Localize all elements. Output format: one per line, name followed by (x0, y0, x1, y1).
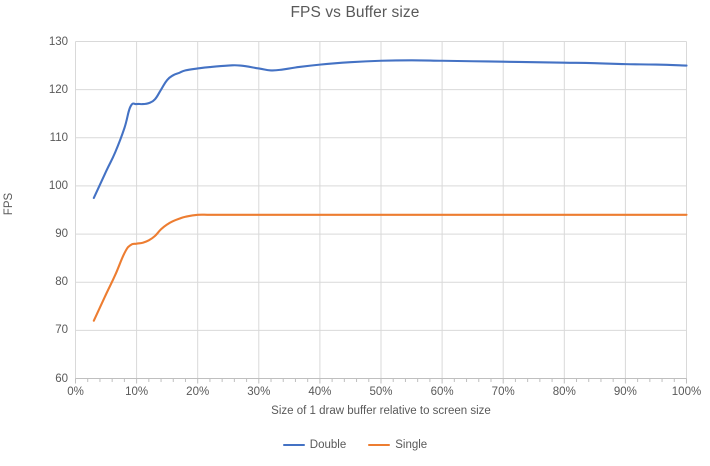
chart-legend: Double Single (0, 438, 710, 452)
series-line-single (92, 213, 688, 322)
chart-title: FPS vs Buffer size (290, 4, 420, 21)
x-tick-label: 80% (552, 385, 576, 398)
legend-line-swatch-icon (368, 443, 391, 447)
x-axis-title: Size of 1 draw buffer relative to screen… (271, 405, 491, 417)
y-tick-label: 80 (55, 276, 68, 289)
series-line-double (92, 59, 688, 200)
y-tick-label: 90 (55, 228, 68, 241)
y-tick-label: 130 (48, 35, 68, 48)
x-tick-label: 60% (430, 385, 454, 398)
legend-line-swatch-icon (282, 443, 305, 447)
data-series-layer (92, 59, 688, 322)
x-tick-label: 50% (369, 385, 393, 398)
legend-item-label: Double (309, 439, 347, 451)
legend-item-label: Single (395, 439, 428, 451)
y-tick-label: 70 (55, 324, 68, 337)
x-tick-label: 70% (491, 385, 515, 398)
x-tick-label: 90% (613, 385, 637, 398)
y-axis-tick-labels: 60 70 80 90 100 110 120 130 (22, 0, 68, 466)
x-tick-label: 20% (186, 385, 210, 398)
gridlines (75, 41, 687, 379)
x-tick-label: 30% (247, 385, 271, 398)
x-tick-label: 40% (308, 385, 332, 398)
x-tick-label: 10% (125, 385, 149, 398)
x-tick-label: 100% (671, 385, 702, 398)
y-tick-label: 100 (48, 179, 68, 192)
y-axis-title: FPS (3, 192, 15, 216)
y-tick-label: 120 (48, 83, 68, 96)
axis-tickmarks (75, 378, 687, 384)
legend-item-single[interactable]: Single (368, 438, 427, 452)
legend-item-double[interactable]: Double (282, 438, 347, 452)
x-tick-label: 0% (67, 385, 84, 398)
y-tick-label: 110 (49, 131, 68, 144)
y-tick-label: 60 (55, 372, 68, 385)
